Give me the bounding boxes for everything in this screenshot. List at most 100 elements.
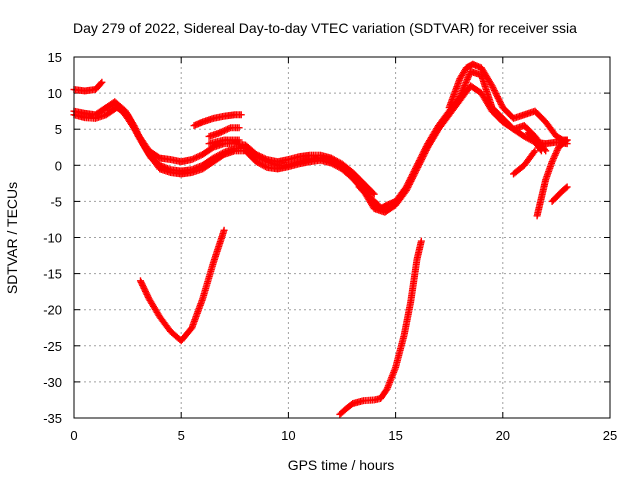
data-point <box>494 94 502 102</box>
data-point <box>551 151 559 159</box>
data-point <box>403 185 411 193</box>
data-point <box>412 168 420 176</box>
data-point <box>415 160 423 168</box>
data-point <box>258 153 266 161</box>
data-point <box>220 226 228 234</box>
data-point <box>552 148 560 156</box>
data-point <box>421 149 429 157</box>
data-point <box>405 180 413 188</box>
x-tick-label: 20 <box>496 428 510 443</box>
data-point <box>422 146 430 154</box>
series-arc-low-rise <box>336 237 425 418</box>
y-tick-label: -25 <box>43 339 62 354</box>
data-point <box>550 153 558 161</box>
series-arc-late-up <box>510 147 539 178</box>
data-point <box>417 237 425 245</box>
data-point <box>420 151 428 159</box>
data-point <box>225 124 233 132</box>
data-point <box>216 129 224 137</box>
data-point <box>407 177 415 185</box>
x-tick-label: 0 <box>70 428 77 443</box>
data-point <box>562 184 570 192</box>
y-axis-label: SDTVAR / TECUs <box>4 182 20 294</box>
data-point <box>219 127 227 135</box>
series-arc-upper-mid <box>190 111 245 130</box>
data-point <box>405 182 413 190</box>
data-point <box>491 88 499 96</box>
data-point <box>406 179 414 187</box>
data-point <box>188 156 196 164</box>
data-point <box>410 171 418 179</box>
data-point <box>414 163 422 171</box>
data-point <box>536 145 544 153</box>
data-point <box>412 166 420 174</box>
series-arc-short-14 <box>355 183 382 209</box>
tick-labels: 0 5 10 15 20 25 15 10 5 0 -5 -10 -15 -20 -25 -30 -35 <box>43 50 617 443</box>
data-point <box>495 96 503 104</box>
data-point <box>223 125 231 133</box>
chart-title: Day 279 of 2022, Sidereal Day-to-day VTE… <box>73 20 577 36</box>
data-point <box>260 154 268 162</box>
y-tick-label: -10 <box>43 231 62 246</box>
data-point <box>261 155 269 163</box>
data-point <box>549 156 557 164</box>
data-point <box>402 187 410 195</box>
series-arc-hump <box>445 60 571 144</box>
data-point <box>530 148 538 156</box>
data-point <box>404 183 412 191</box>
data-point <box>193 153 201 161</box>
y-tick-label: 15 <box>48 50 62 65</box>
data-point <box>563 136 571 144</box>
series-arc-late-drop <box>533 136 571 220</box>
data-point <box>417 157 425 165</box>
data-point <box>497 99 505 107</box>
data-point <box>235 136 243 144</box>
data-point <box>552 150 560 158</box>
series-arc-main-c <box>102 100 378 198</box>
data-point <box>548 158 556 166</box>
series-arc-upper-mid-3 <box>205 136 243 148</box>
plot-frame <box>73 56 611 419</box>
data-point <box>493 93 501 101</box>
y-tick-label: -20 <box>43 303 62 318</box>
data-point <box>408 174 416 182</box>
series-arc-upper-mid-2 <box>205 124 243 140</box>
data-point <box>490 87 498 95</box>
data-point <box>409 173 417 181</box>
data-point <box>189 155 197 163</box>
y-tick-label: -30 <box>43 375 62 390</box>
data-point <box>531 147 539 155</box>
data-point <box>257 153 265 161</box>
data-point <box>196 152 204 160</box>
data-point <box>550 154 558 162</box>
data-point <box>413 165 421 173</box>
data-point <box>220 127 228 135</box>
y-tick-label: -35 <box>43 411 62 426</box>
series-arc-late-end <box>548 183 571 205</box>
data-point <box>492 90 500 98</box>
data-point <box>98 78 106 86</box>
data-point <box>562 137 570 145</box>
x-tick-label: 5 <box>178 428 185 443</box>
data-point <box>537 147 545 155</box>
data-point <box>411 170 419 178</box>
data-point <box>254 151 262 159</box>
data-point <box>553 146 561 154</box>
y-tick-label: -15 <box>43 267 62 282</box>
grid <box>74 57 610 418</box>
data-point <box>255 152 263 160</box>
data-point <box>418 154 426 162</box>
data-point <box>493 91 501 99</box>
data-point <box>373 200 381 208</box>
data-point <box>97 79 105 87</box>
data-point <box>217 128 225 136</box>
y-tick-label: 0 <box>55 158 62 173</box>
data-point <box>252 150 260 158</box>
data-point <box>374 201 382 209</box>
data-point <box>222 126 230 134</box>
data-point <box>237 111 245 119</box>
series-arc-low-v <box>136 226 228 345</box>
data-point <box>235 124 243 132</box>
x-tick-label: 15 <box>388 428 402 443</box>
